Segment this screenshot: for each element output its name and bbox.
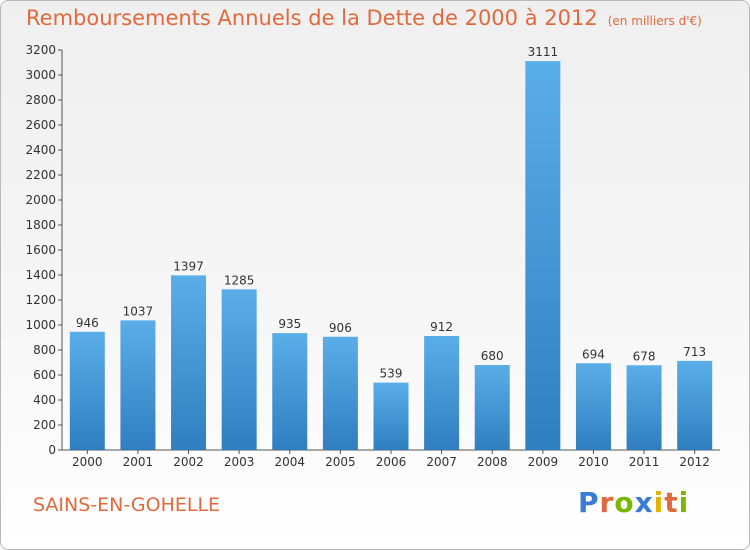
y-tick-label: 3200 — [25, 43, 56, 57]
bar-2005 — [322, 336, 358, 450]
bar-value-label: 906 — [329, 321, 352, 335]
y-tick-label: 800 — [33, 343, 56, 357]
bar-value-label: 935 — [278, 317, 301, 331]
logo-letter: t — [664, 486, 679, 519]
x-tick-label: 2003 — [224, 455, 255, 469]
logo-letter: x — [634, 486, 654, 519]
title-unit: (en milliers d'€) — [607, 14, 702, 28]
x-tick-label: 2012 — [679, 455, 710, 469]
y-tick-label: 3000 — [25, 68, 56, 82]
bar-value-label: 1397 — [173, 259, 204, 273]
bar-value-label: 3111 — [528, 45, 559, 59]
y-tick-label: 1200 — [25, 293, 56, 307]
x-tick-label: 2006 — [376, 455, 407, 469]
bar-2001 — [120, 320, 156, 450]
x-tick-label: 2007 — [426, 455, 457, 469]
x-tick-label: 2009 — [528, 455, 559, 469]
y-tick-label: 2200 — [25, 168, 56, 182]
y-tick-label: 2400 — [25, 143, 56, 157]
bar-value-label: 713 — [683, 345, 706, 359]
x-tick-label: 2004 — [274, 455, 305, 469]
y-tick-label: 2600 — [25, 118, 56, 132]
y-tick-label: 600 — [33, 368, 56, 382]
bar-2010 — [575, 363, 611, 450]
bar-2000 — [69, 331, 105, 450]
bars: 946 1037 1397 1285 935 906 539 912 680 3111 694 678… — [69, 45, 713, 450]
bar-2012 — [677, 360, 713, 450]
logo-letter: o — [614, 486, 635, 519]
bar-value-label: 680 — [481, 349, 504, 363]
bar-2008 — [474, 365, 510, 450]
x-tick-label: 2001 — [123, 455, 154, 469]
x-tick-label: 2005 — [325, 455, 356, 469]
bar-value-label: 946 — [76, 316, 99, 330]
logo-letter: P — [578, 486, 600, 519]
bar-value-label: 912 — [430, 320, 453, 334]
x-tick-label: 2010 — [578, 455, 609, 469]
x-tick-label: 2000 — [72, 455, 103, 469]
proxiti-logo[interactable]: Proxiti — [578, 486, 689, 519]
bar-2004 — [272, 333, 308, 450]
bar-2003 — [221, 289, 257, 450]
bar-value-label: 1037 — [123, 304, 154, 318]
y-tick-label: 1600 — [25, 243, 56, 257]
y-tick-label: 0 — [48, 443, 56, 457]
y-tick-label: 1800 — [25, 218, 56, 232]
logo-letter: r — [599, 486, 615, 519]
y-tick-label: 1000 — [25, 318, 56, 332]
bar-2007 — [424, 336, 460, 450]
bar-2009 — [525, 61, 561, 450]
bar-2002 — [171, 275, 207, 450]
x-tick-label: 2008 — [477, 455, 508, 469]
bar-value-label: 678 — [633, 349, 656, 363]
title-text: Remboursements Annuels de la Dette de 20… — [26, 6, 598, 30]
logo-letter: i — [653, 486, 665, 519]
y-tick-label: 2000 — [25, 193, 56, 207]
x-tick-label: 2011 — [629, 455, 660, 469]
y-tick-label: 200 — [33, 418, 56, 432]
bar-2006 — [373, 382, 409, 450]
bar-value-label: 1285 — [224, 273, 255, 287]
y-tick-label: 1400 — [25, 268, 56, 282]
y-tick-label: 400 — [33, 393, 56, 407]
bar-value-label: 694 — [582, 347, 605, 361]
chart-title: Remboursements Annuels de la Dette de 20… — [26, 6, 726, 30]
y-tick-label: 2800 — [25, 93, 56, 107]
x-tick-label: 2002 — [173, 455, 204, 469]
bar-2011 — [626, 365, 662, 450]
bar-value-label: 539 — [380, 367, 403, 381]
logo-letter: i — [678, 486, 690, 519]
city-name: SAINS-EN-GOHELLE — [33, 494, 221, 516]
